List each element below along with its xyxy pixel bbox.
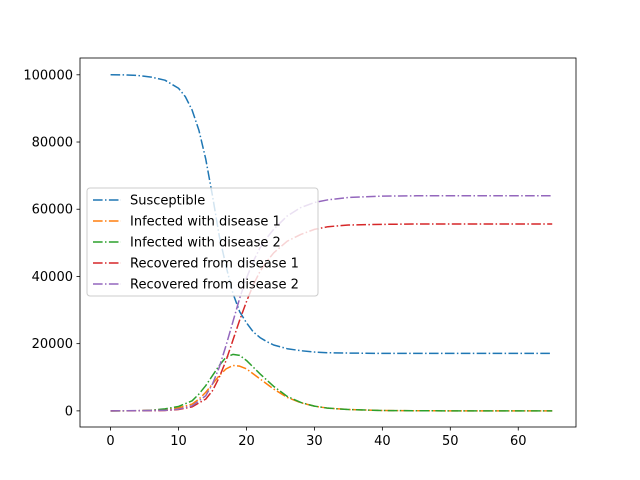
x-axis: 0 10 20 30 40 50 60 xyxy=(106,427,527,449)
y-tick-label: 100000 xyxy=(23,68,73,83)
x-tick-label: 40 xyxy=(374,434,391,449)
x-tick-label: 30 xyxy=(306,434,323,449)
y-tick-label: 80000 xyxy=(32,136,73,151)
y-tick-label: 0 xyxy=(65,404,73,419)
y-tick-label: 40000 xyxy=(32,270,73,285)
legend-label: Recovered from disease 2 xyxy=(130,278,299,293)
legend-label: Recovered from disease 1 xyxy=(130,257,299,272)
y-tick-label: 20000 xyxy=(32,337,73,352)
y-tick-label: 60000 xyxy=(32,203,73,218)
series-line-1 xyxy=(110,74,553,355)
x-tick-label: 20 xyxy=(238,434,255,449)
legend-label: Susceptible xyxy=(130,194,205,209)
x-tick-label: 50 xyxy=(442,434,459,449)
legend-label: Infected with disease 1 xyxy=(130,215,281,230)
plot-area-frame xyxy=(79,57,577,428)
x-tick-label: 0 xyxy=(106,434,114,449)
legend-label: Infected with disease 2 xyxy=(130,236,281,251)
x-tick-label: 10 xyxy=(170,434,187,449)
series-line-3 xyxy=(110,353,553,412)
y-axis: 0 20000 40000 60000 80000 100000 xyxy=(23,68,80,419)
x-tick-label: 60 xyxy=(510,434,527,449)
legend: Susceptible Infected with disease 1 Infect… xyxy=(86,187,319,297)
legend-box xyxy=(86,187,319,297)
